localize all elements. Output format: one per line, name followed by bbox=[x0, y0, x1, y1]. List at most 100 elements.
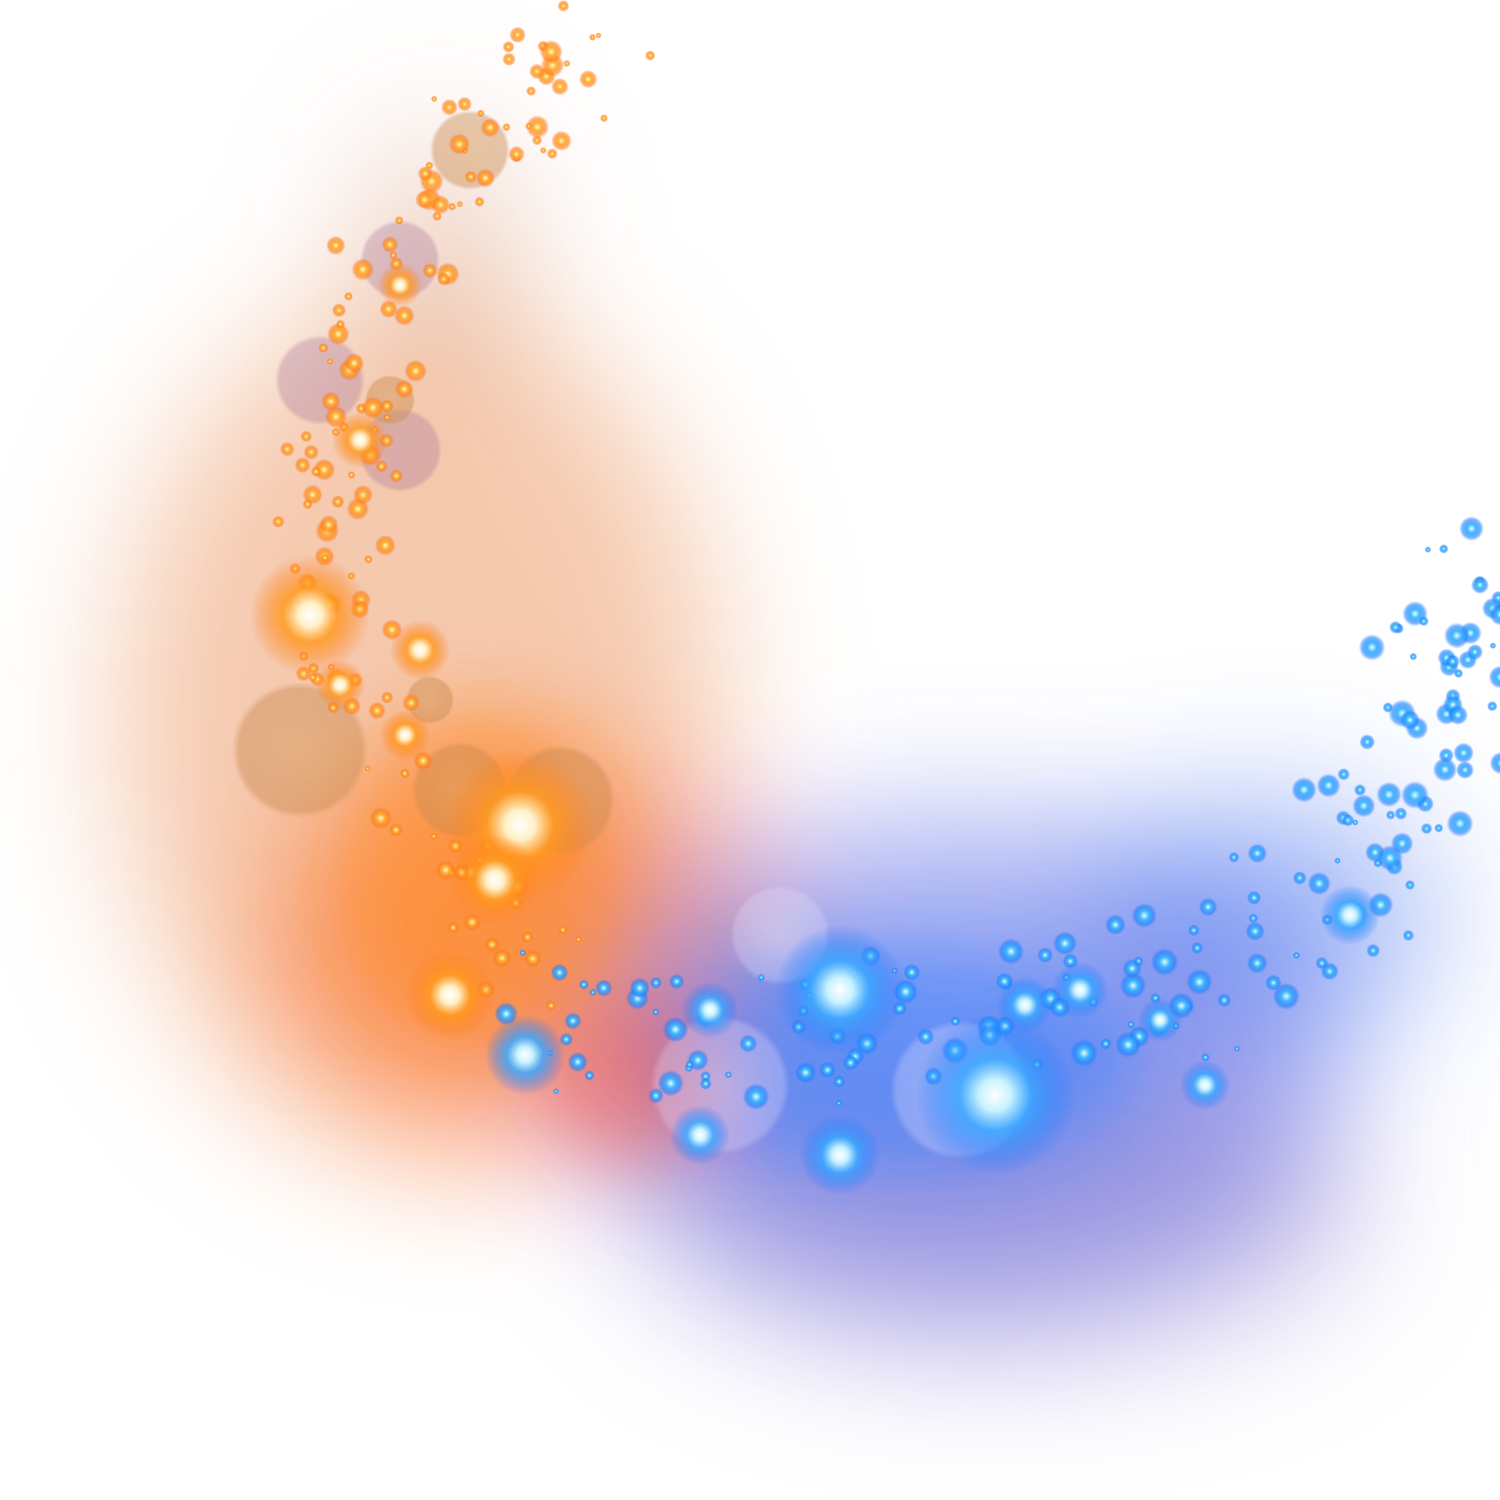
warm-sparkle bbox=[279, 441, 295, 457]
cool-sparkle bbox=[1420, 822, 1433, 835]
warm-sparkle bbox=[326, 358, 334, 365]
cool-sparkle bbox=[669, 973, 685, 990]
cool-sparkle bbox=[1122, 958, 1142, 979]
cool-sparkle bbox=[1119, 972, 1147, 999]
warm-sparkle bbox=[595, 32, 602, 39]
cool-sparkle bbox=[1459, 516, 1484, 541]
cool-sparkle bbox=[1467, 644, 1483, 660]
cool-sparkle bbox=[1315, 956, 1329, 970]
cool-sparkle bbox=[1385, 810, 1396, 820]
bright-orb bbox=[315, 660, 365, 710]
cool-sparkle bbox=[1037, 947, 1053, 963]
warm-sparkle bbox=[464, 170, 477, 183]
warm-sparkle bbox=[521, 931, 534, 944]
warm-sparkle bbox=[563, 59, 571, 68]
warm-sparkle bbox=[551, 77, 569, 96]
warm-sparkle bbox=[477, 109, 485, 118]
warm-sparkle bbox=[524, 949, 542, 968]
cool-sparkle bbox=[1358, 634, 1386, 661]
cool-sparkle bbox=[1487, 701, 1498, 712]
warm-sparkle bbox=[319, 515, 339, 535]
cool-sparkle bbox=[1471, 576, 1489, 594]
cool-sparkle bbox=[648, 1088, 664, 1104]
cool-sparkle bbox=[1400, 710, 1420, 730]
warm-sparkle bbox=[369, 806, 393, 830]
warm-sparkle bbox=[480, 118, 500, 138]
warm-sparkle bbox=[529, 63, 545, 80]
cool-sparkle bbox=[1418, 616, 1429, 627]
cool-sparkle bbox=[1443, 622, 1470, 649]
warm-sparkle bbox=[422, 262, 438, 279]
bright-orb bbox=[1180, 1060, 1230, 1110]
warm-sparkle bbox=[404, 359, 427, 383]
warm-sparkle bbox=[394, 305, 415, 326]
warm-sparkle bbox=[380, 691, 394, 704]
warm-sparkle bbox=[645, 50, 656, 61]
warm-sparkle bbox=[447, 921, 460, 934]
warm-sparkle bbox=[456, 201, 464, 208]
cool-sparkle bbox=[595, 979, 613, 997]
warm-sparkle bbox=[540, 147, 547, 154]
cool-sparkle bbox=[1247, 843, 1268, 864]
cool-sparkle bbox=[1445, 654, 1460, 669]
warm-sparkle bbox=[502, 122, 511, 132]
bright-orb bbox=[775, 925, 905, 1055]
bright-orb bbox=[405, 950, 495, 1040]
warm-sparkle bbox=[318, 342, 329, 353]
cool-sparkle bbox=[1489, 642, 1497, 649]
warm-sparkle bbox=[389, 469, 404, 483]
bokeh-disc bbox=[232, 682, 368, 818]
warm-sparkle bbox=[431, 195, 451, 215]
warm-sparkle bbox=[272, 515, 285, 528]
cool-sparkle bbox=[1376, 781, 1402, 808]
warm-sparkle bbox=[600, 114, 608, 123]
cool-sparkle bbox=[584, 1070, 595, 1081]
cool-sparkle bbox=[1115, 1031, 1142, 1058]
bright-orb bbox=[997, 977, 1053, 1033]
warm-sparkle bbox=[425, 161, 434, 170]
warm-sparkle bbox=[331, 495, 345, 509]
warm-sparkle bbox=[302, 499, 313, 510]
warm-sparkle bbox=[402, 693, 421, 712]
cool-sparkle bbox=[1291, 777, 1317, 803]
cool-sparkle bbox=[1186, 968, 1213, 996]
warm-sparkle bbox=[351, 258, 375, 281]
warm-sparkle bbox=[347, 471, 356, 479]
cool-sparkle bbox=[1246, 952, 1268, 974]
cool-sparkle bbox=[1448, 705, 1468, 725]
cool-sparkle bbox=[1453, 742, 1474, 764]
cool-sparkle bbox=[903, 963, 921, 981]
warm-sparkle bbox=[525, 122, 533, 130]
cool-sparkle bbox=[835, 1100, 842, 1107]
warm-sparkle bbox=[399, 768, 410, 779]
warm-sparkle bbox=[575, 935, 582, 943]
cool-sparkle bbox=[1424, 546, 1432, 553]
cool-haze-tail bbox=[1080, 800, 1440, 1040]
cool-sparkle bbox=[1217, 993, 1232, 1008]
cool-sparkle bbox=[724, 1071, 733, 1079]
bokeh-disc bbox=[275, 335, 365, 425]
warm-sparkle bbox=[441, 98, 458, 116]
cool-sparkle bbox=[997, 938, 1025, 965]
warm-sparkle bbox=[374, 534, 396, 556]
cool-sparkle bbox=[794, 1061, 817, 1084]
cool-sparkle bbox=[1307, 871, 1331, 896]
warm-sparkle bbox=[551, 130, 572, 151]
warm-sparkle bbox=[375, 460, 388, 473]
cool-sparkle bbox=[1389, 620, 1402, 634]
warm-sparkle bbox=[394, 216, 404, 225]
cool-sparkle bbox=[1377, 845, 1403, 871]
cool-sparkle bbox=[1359, 734, 1375, 750]
bright-orb bbox=[915, 1015, 1075, 1175]
warm-sparkle bbox=[381, 236, 399, 254]
warm-sparkle bbox=[474, 196, 485, 207]
warm-sparkle bbox=[448, 202, 457, 211]
warm-sparkle bbox=[394, 379, 414, 399]
cool-sparkle bbox=[739, 1034, 758, 1053]
warm-sparkle bbox=[417, 166, 433, 182]
cool-sparkle bbox=[950, 1016, 961, 1027]
cool-sparkle bbox=[652, 1008, 660, 1016]
warm-sparkle bbox=[539, 39, 563, 64]
bright-orb bbox=[250, 555, 370, 675]
